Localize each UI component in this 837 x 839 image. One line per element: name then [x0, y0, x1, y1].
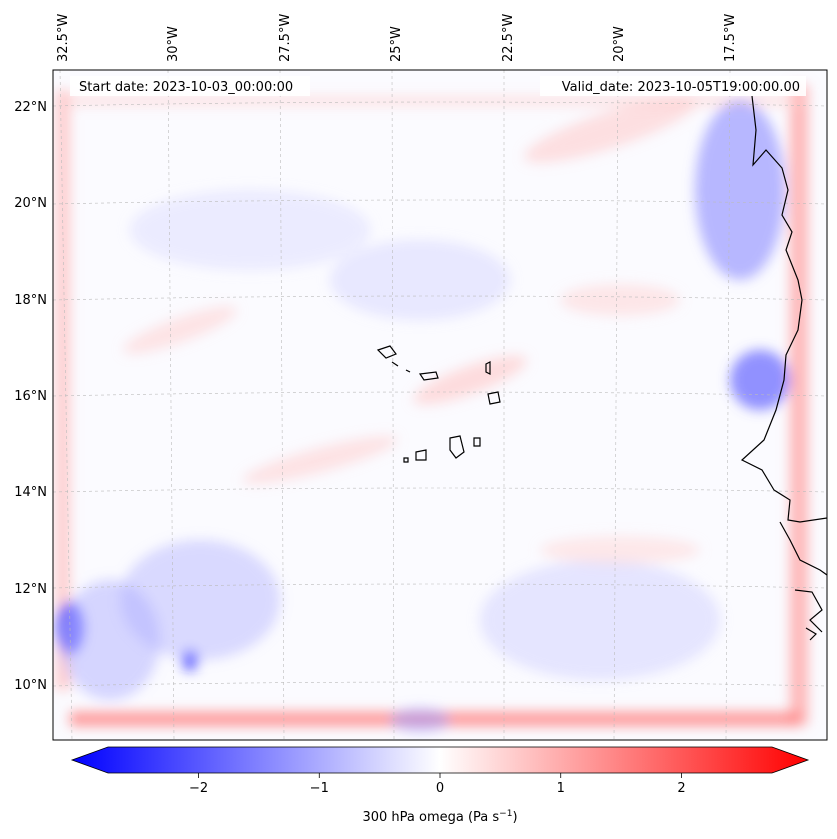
- valid-date-label: Valid_date: 2023-10-05T19:00:00.00: [562, 80, 800, 95]
- lat-label: 18°N: [14, 293, 47, 308]
- colorbar-tick-label: −1: [310, 781, 329, 796]
- colorbar-body: [70, 746, 810, 774]
- longitude-labels: 32.5°W 30°W 27.5°W 25°W 22.5°W 20°W 17.5…: [56, 14, 738, 62]
- lat-label: 14°N: [14, 485, 47, 500]
- lat-label: 22°N: [14, 100, 47, 115]
- start-date-label: Start date: 2023-10-03_00:00:00: [79, 80, 293, 95]
- lon-label: 22.5°W: [501, 14, 516, 62]
- lon-label: 27.5°W: [278, 14, 293, 62]
- colorbar-tick-label: 0: [436, 781, 444, 796]
- colorbar: −2 −1 0 1 2 300 hPa omega (Pa s−1): [70, 746, 810, 825]
- lon-label: 25°W: [389, 26, 404, 62]
- colorbar-tick-label: 2: [677, 781, 685, 796]
- colorbar-tick-label: −2: [189, 781, 208, 796]
- colorbar-label: 300 hPa omega (Pa s−1): [362, 809, 517, 825]
- coastlines: [376, 95, 827, 641]
- lon-label: 20°W: [612, 26, 627, 62]
- lon-label: 32.5°W: [56, 14, 71, 62]
- lat-label: 10°N: [14, 678, 47, 693]
- lat-label: 16°N: [14, 389, 47, 404]
- lat-label: 12°N: [14, 582, 47, 597]
- omega-field: [56, 85, 808, 732]
- graticule: [53, 70, 827, 740]
- latitude-labels: 22°N 20°N 18°N 16°N 14°N 12°N 10°N: [14, 100, 47, 693]
- lat-label: 20°N: [14, 196, 47, 211]
- lon-label: 17.5°W: [723, 14, 738, 62]
- colorbar-ticks: −2 −1 0 1 2: [189, 773, 686, 796]
- map-panel: Start date: 2023-10-03_00:00:00 Valid_da…: [53, 70, 827, 740]
- map-frame: [52, 69, 828, 741]
- colorbar-tick-label: 1: [557, 781, 565, 796]
- lon-label: 30°W: [166, 26, 181, 62]
